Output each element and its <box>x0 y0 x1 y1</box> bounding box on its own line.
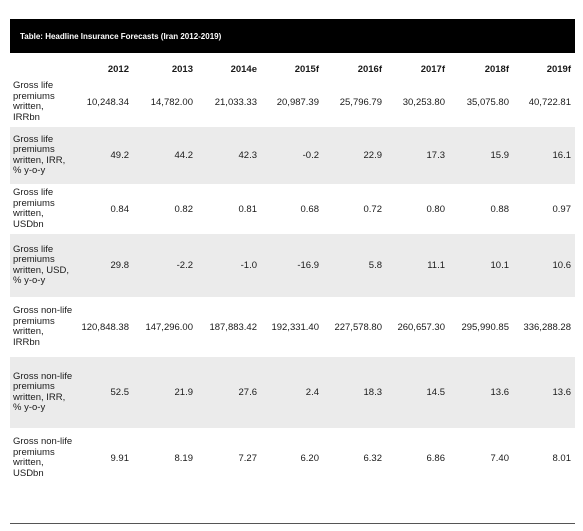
table-cell: 10,248.34 <box>86 96 129 108</box>
table-title-bar: Table: Headline Insurance Forecasts (Ira… <box>10 19 575 53</box>
table-row: Gross life premiums written, USD, % y-o-… <box>10 234 575 297</box>
table-cell: 13.6 <box>513 357 575 428</box>
column-header: 2017f <box>420 64 445 75</box>
column-header: 2019f <box>546 64 571 75</box>
forecast-table: 2012 2013 2014e 2015f 2016f 2017f 2018f … <box>10 57 575 488</box>
table-cell: 6.86 <box>426 452 446 464</box>
table-title: Table: Headline Insurance Forecasts (Ira… <box>20 31 222 41</box>
table-cell: 40,722.81 <box>528 96 571 108</box>
row-label: Gross non-life premiums written, USDbn <box>13 436 73 479</box>
table-row: Gross life premiums written, USDbn 0.84 … <box>10 184 575 234</box>
table-cell: 52.5 <box>73 357 133 428</box>
table-cell: 14.5 <box>386 357 449 428</box>
column-header: 2018f <box>484 64 509 75</box>
table-row: Gross non-life premiums written, IRRbn 1… <box>10 297 575 357</box>
table-cell: -1.0 <box>197 234 261 297</box>
table-cell: 25,796.79 <box>339 96 382 108</box>
table-cell: 5.8 <box>323 234 386 297</box>
table-cell: 336,288.28 <box>523 321 571 333</box>
row-label: Gross non-life premiums written, IRRbn <box>13 305 73 348</box>
column-header: 2015f <box>294 64 319 75</box>
table-cell: 6.20 <box>300 452 320 464</box>
table-cell: 0.82 <box>174 203 194 215</box>
table-cell: 0.72 <box>363 203 383 215</box>
table-cell: -0.2 <box>261 127 323 184</box>
table-cell: 13.6 <box>449 357 513 428</box>
table-cell: -16.9 <box>261 234 323 297</box>
table-cell: 20,987.39 <box>276 96 319 108</box>
table-cell: 0.84 <box>110 203 130 215</box>
table-cell: 35,075.80 <box>466 96 509 108</box>
row-label: Gross life premiums written, USD, % y-o-… <box>10 234 73 297</box>
row-label: Gross non-life premiums written, IRR, % … <box>10 357 73 428</box>
table-cell: 49.2 <box>73 127 133 184</box>
table-cell: 10.1 <box>449 234 513 297</box>
table-cell: 9.91 <box>110 452 130 464</box>
row-label: Gross life premiums written, IRRbn <box>13 80 55 123</box>
table-cell: 42.3 <box>197 127 261 184</box>
table-cell: 14,782.00 <box>150 96 193 108</box>
table-cell: 147,296.00 <box>145 321 193 333</box>
table-cell: 21,033.33 <box>214 96 257 108</box>
table-cell: 0.81 <box>238 203 258 215</box>
table-cell: 2.4 <box>261 357 323 428</box>
table-cell: 29.8 <box>73 234 133 297</box>
column-header: 2013 <box>171 64 193 75</box>
table-row: Gross non-life premiums written, USDbn 9… <box>10 428 575 488</box>
table-cell: 0.97 <box>552 203 572 215</box>
row-label: Gross life premiums written, IRR, % y-o-… <box>10 127 73 184</box>
column-header: 2012 <box>107 64 129 75</box>
table-cell: 192,331.40 <box>271 321 319 333</box>
table-cell: 15.9 <box>449 127 513 184</box>
table-cell: -2.2 <box>133 234 197 297</box>
table-cell: 18.3 <box>323 357 386 428</box>
table-cell: 21.9 <box>133 357 197 428</box>
table-cell: 27.6 <box>197 357 261 428</box>
table-cell: 0.88 <box>490 203 510 215</box>
table-cell: 227,578.80 <box>334 321 382 333</box>
table-cell: 16.1 <box>513 127 575 184</box>
header-row: 2012 2013 2014e 2015f 2016f 2017f 2018f … <box>10 57 575 77</box>
table-cell: 260,657.30 <box>397 321 445 333</box>
table-cell: 6.32 <box>363 452 383 464</box>
table-cell: 7.27 <box>238 452 258 464</box>
table-cell: 8.19 <box>174 452 194 464</box>
table-cell: 11.1 <box>386 234 449 297</box>
header-corner <box>10 57 73 77</box>
table-row: Gross life premiums written, IRRbn 10,24… <box>10 77 575 127</box>
row-label: Gross life premiums written, USDbn <box>13 187 55 230</box>
table-cell: 187,883.42 <box>209 321 257 333</box>
bottom-divider <box>10 523 575 524</box>
table-cell: 0.80 <box>426 203 446 215</box>
column-header: 2014e <box>230 64 257 75</box>
table-cell: 0.68 <box>300 203 320 215</box>
table-cell: 8.01 <box>552 452 572 464</box>
table-cell: 120,848.38 <box>81 321 129 333</box>
table-cell: 7.40 <box>490 452 510 464</box>
table-cell: 22.9 <box>323 127 386 184</box>
table-row: Gross life premiums written, IRR, % y-o-… <box>10 127 575 184</box>
table-cell: 17.3 <box>386 127 449 184</box>
table-row: Gross non-life premiums written, IRR, % … <box>10 357 575 428</box>
table-cell: 30,253.80 <box>402 96 445 108</box>
table-cell: 295,990.85 <box>461 321 509 333</box>
column-header: 2016f <box>357 64 382 75</box>
table-cell: 10.6 <box>513 234 575 297</box>
table-cell: 44.2 <box>133 127 197 184</box>
